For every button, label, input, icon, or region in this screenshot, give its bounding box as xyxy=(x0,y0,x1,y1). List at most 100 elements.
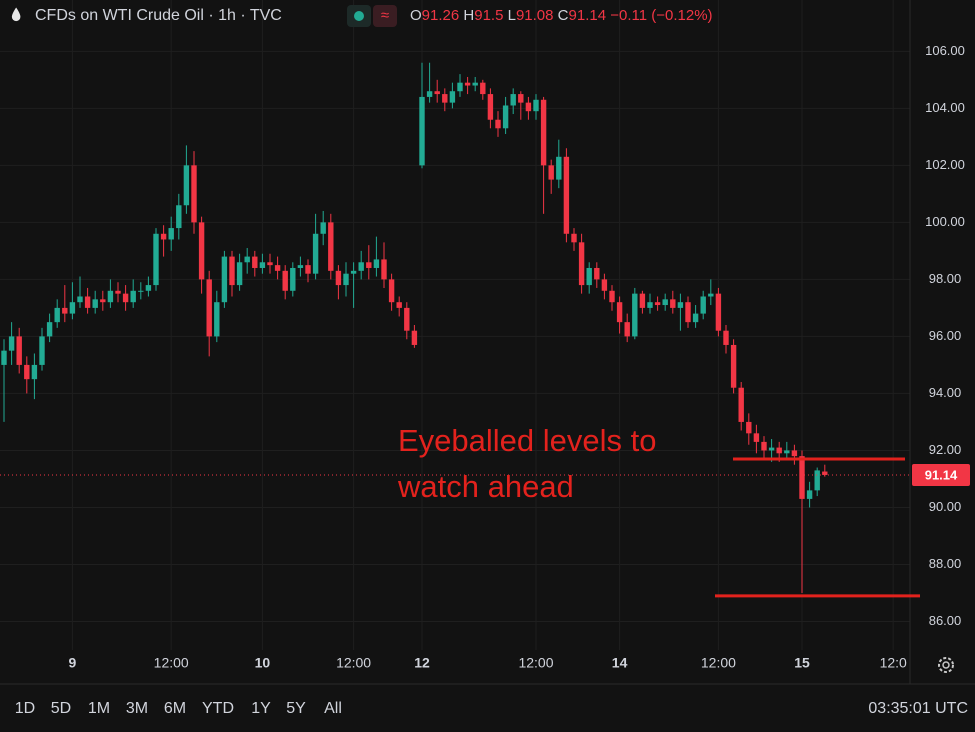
settings-icon[interactable] xyxy=(938,657,954,673)
candle-body xyxy=(449,91,456,103)
x-tick-label: 12:00 xyxy=(154,655,189,671)
gear-center[interactable] xyxy=(942,661,950,669)
ohlc-readout: O91.26 H91.5 L91.08 C91.14 −0.11 (−0.12%… xyxy=(410,7,713,24)
candle-body xyxy=(138,290,144,292)
candle-body xyxy=(662,299,668,306)
candle-body xyxy=(107,290,114,303)
candle-body xyxy=(206,279,212,337)
y-tick-label: 92.00 xyxy=(929,442,962,457)
x-tick-label: 15 xyxy=(794,655,810,671)
candle-body xyxy=(214,302,220,337)
candle-body xyxy=(115,290,121,294)
candle-body xyxy=(39,336,45,365)
clock: 03:35:01 UTC xyxy=(868,700,968,717)
candle-body xyxy=(578,242,585,286)
candle-body xyxy=(639,293,646,308)
y-tick-label: 86.00 xyxy=(929,613,962,628)
x-tick-label: 12 xyxy=(414,655,430,671)
candle-body xyxy=(586,267,592,286)
candle-body xyxy=(442,94,448,103)
range-button[interactable]: All xyxy=(324,700,342,717)
candle-body xyxy=(221,256,228,303)
candle-body xyxy=(373,259,380,268)
candle-body xyxy=(685,302,691,323)
candle-body xyxy=(723,330,729,345)
candle-body xyxy=(533,99,539,112)
candle-body xyxy=(411,330,418,345)
candle-body xyxy=(404,307,410,331)
candle-body xyxy=(198,222,205,280)
symbol-icon xyxy=(11,7,21,22)
candle-body xyxy=(305,265,311,274)
x-tick-label: 14 xyxy=(612,655,628,671)
candle-body xyxy=(692,313,699,323)
range-button[interactable]: 5D xyxy=(51,700,71,717)
candle-body xyxy=(31,364,38,380)
candle-body xyxy=(176,205,182,229)
annotation: watch ahead xyxy=(397,469,574,504)
candle-body xyxy=(738,387,744,422)
candle-body xyxy=(267,262,273,266)
y-tick-label: 104.00 xyxy=(925,100,965,115)
y-tick-label: 106.00 xyxy=(925,43,965,58)
x-tick-label: 12:00 xyxy=(518,655,553,671)
y-tick-label: 94.00 xyxy=(929,385,962,400)
candle-body xyxy=(616,302,623,323)
last-price-label: 91.14 xyxy=(925,467,958,482)
candle-body xyxy=(153,233,159,286)
candle-body xyxy=(388,279,395,303)
range-button[interactable]: 1M xyxy=(88,700,110,717)
x-tick-label: 12:00 xyxy=(701,655,736,671)
candle-body xyxy=(822,471,828,475)
candle-body xyxy=(480,82,486,95)
candle-body xyxy=(84,296,91,308)
candle-body xyxy=(274,265,281,271)
candle-body xyxy=(24,364,30,380)
candle-body xyxy=(381,259,387,280)
candle-body xyxy=(290,267,296,291)
candle-body xyxy=(730,344,737,388)
candle-body xyxy=(700,296,706,314)
candle-body xyxy=(510,94,516,106)
symbol-title: CFDs on WTI Crude Oil · 1h · TVC xyxy=(35,7,282,24)
candle-body xyxy=(563,156,570,234)
candle-body xyxy=(677,302,684,308)
change-value: −0.11 (−0.12%) xyxy=(610,7,712,24)
range-button[interactable]: 6M xyxy=(164,700,186,717)
candle-body xyxy=(229,256,235,286)
candle-body xyxy=(335,270,342,286)
candle-body xyxy=(46,322,53,337)
low-label: L xyxy=(508,7,516,24)
candle-body xyxy=(746,421,752,434)
candle-body xyxy=(191,165,197,223)
plot xyxy=(0,0,910,650)
range-button[interactable]: YTD xyxy=(202,700,234,717)
candle-body xyxy=(654,302,661,306)
close-value: 91.14 xyxy=(569,7,607,24)
last-price-tag xyxy=(912,463,970,486)
candle-body xyxy=(753,433,760,442)
candle-body xyxy=(594,267,600,280)
candle-body xyxy=(525,102,532,112)
candle-body xyxy=(601,279,608,291)
candle-body xyxy=(350,270,357,274)
x-tick-label: 9 xyxy=(69,655,77,671)
range-button[interactable]: 1D xyxy=(15,700,35,717)
candle-body xyxy=(328,222,334,271)
x-tick-label: 10 xyxy=(255,655,271,671)
candle-body xyxy=(69,302,76,314)
range-button[interactable]: 5Y xyxy=(286,700,306,717)
range-button[interactable]: 3M xyxy=(126,700,148,717)
x-tick-label: 12:00 xyxy=(336,655,371,671)
candle-body xyxy=(548,165,554,180)
candle-body xyxy=(518,94,524,103)
candle-body xyxy=(358,262,364,271)
candle-body xyxy=(160,233,167,240)
range-button[interactable]: 1Y xyxy=(251,700,271,717)
gear[interactable] xyxy=(938,657,954,673)
candle-body xyxy=(761,441,767,451)
candle-body xyxy=(62,307,68,314)
low-value: 91.08 xyxy=(516,7,554,24)
candle-body xyxy=(495,119,501,129)
